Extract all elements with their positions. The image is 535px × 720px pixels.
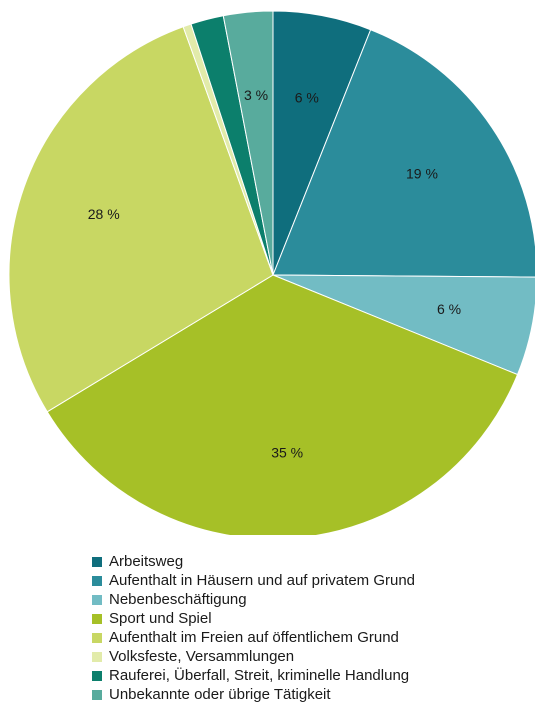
legend-label: Arbeitsweg [109, 553, 184, 570]
pie-slice-label: 35 % [271, 445, 303, 461]
pie-slice-labels: 6 % 19 % 6 % 35 % 28 % 3 % [88, 87, 461, 461]
legend-item: Unbekannte oder übrige Tätigkeit [92, 685, 532, 704]
legend-swatch [92, 556, 102, 567]
pie-slice [8, 26, 274, 413]
legend-label: Nebenbeschäftigung [109, 591, 247, 608]
pie-slice-label: 28 % [88, 206, 120, 222]
legend-item: Aufenthalt im Freien auf öffentlichem Gr… [92, 628, 532, 647]
pie-slices [8, 10, 535, 535]
pie-slice-label: 19 % [406, 166, 438, 182]
legend-label: Aufenthalt im Freien auf öffentlichem Gr… [109, 629, 399, 646]
legend-item: Rauferei, Überfall, Streit, kriminelle H… [92, 666, 532, 685]
legend-item: Sport und Spiel [92, 609, 532, 628]
legend-label: Aufenthalt in Häusern und auf privatem G… [109, 572, 416, 589]
legend-item: Aufenthalt in Häusern und auf privatem G… [92, 571, 532, 590]
chart-legend: Arbeitsweg Aufenthalt in Häusern und auf … [92, 552, 532, 704]
legend-label: Sport und Spiel [109, 610, 212, 627]
legend-item: Nebenbeschäftigung [92, 590, 532, 609]
legend-label: Unbekannte oder übrige Tätigkeit [109, 686, 331, 703]
pie-slice [46, 274, 519, 535]
legend-swatch [92, 594, 102, 605]
pie-slice-label: 3 % [244, 87, 268, 103]
legend-label: Volksfeste, Versammlungen [109, 648, 295, 665]
legend-label: Rauferei, Überfall, Streit, kriminelle H… [109, 667, 410, 684]
pie-slice-label: 6 % [437, 301, 461, 317]
legend-swatch [92, 632, 102, 643]
legend-swatch [92, 689, 102, 700]
pie-slice [222, 10, 274, 276]
pie-slice-label: 6 % [295, 89, 319, 105]
legend-item: Arbeitsweg [92, 552, 532, 571]
legend-swatch [92, 613, 102, 624]
legend-item: Volksfeste, Versammlungen [92, 647, 532, 666]
legend-swatch [92, 651, 102, 662]
legend-swatch [92, 670, 102, 681]
legend-swatch [92, 575, 102, 586]
pie-plot-area: 6 % 19 % 6 % 35 % 28 % 3 % [8, 10, 535, 535]
